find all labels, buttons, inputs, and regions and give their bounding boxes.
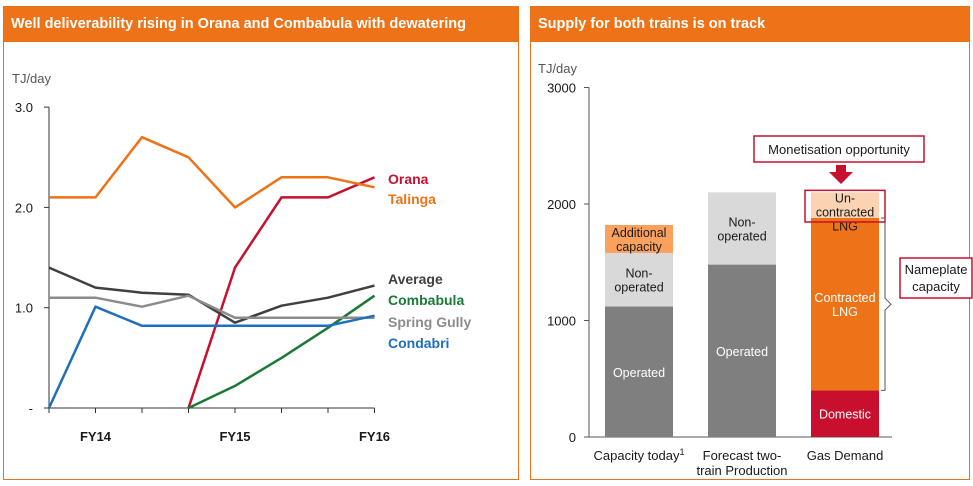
bar-segment-label: Contracted [814,291,875,305]
right-y-tick-label: 2000 [547,197,576,212]
category-label-line2: train Production [696,463,787,478]
uncontracted-highlight-box [804,189,886,223]
left-x-tick-label: FY15 [219,429,250,444]
bar-segment-label: Domestic [819,408,871,422]
right-y-tick-label: 1000 [547,314,576,329]
left-x-tick-label: FY16 [359,429,390,444]
well-deliverability-panel: Well deliverability rising in Orana and … [3,6,519,480]
right-y-tick-label: 0 [569,430,576,445]
bar-segment-label: contracted [816,205,874,219]
nameplate-callout-text: Nameplate [905,262,968,277]
right-y-axis-label: TJ/day [538,61,578,76]
series-line-spring-gully [49,294,375,319]
bar-segment-uncontracted-lng [811,192,879,218]
nameplate-callout-box [899,257,973,299]
left-y-tick-label: 3.0 [15,100,33,115]
left-y-tick-label: - [29,401,33,416]
nameplate-callout-text: capacity [912,279,960,294]
category-label: Capacity today1 [593,447,684,463]
legend-label-average: Average [388,271,443,287]
right-y-tick-label: 3000 [547,81,576,96]
legend-label-spring-gully: Spring Gully [388,314,471,330]
bar-segment-contracted-lng [811,217,879,391]
bar-segment-label: LNG [832,219,858,233]
nameplate-bracket [881,217,892,391]
series-line-talinga [49,135,375,209]
bar-segment-domestic [811,390,879,437]
down-arrow-icon [829,165,853,184]
category-label: Forecast two- [703,448,782,463]
left-chart-title: Well deliverability rising in Orana and … [4,7,518,42]
right-chart-title: Supply for both trains is on track [531,7,969,42]
series-line-condabri [47,305,375,409]
left-y-axis-label: TJ/day [12,71,52,86]
bar-segment-label: capacity [616,240,663,254]
category-label: Gas Demand [807,448,884,463]
left-y-tick-label: 1.0 [15,301,33,316]
bar-segment-label: Operated [613,366,665,380]
monetisation-callout-box [753,135,925,163]
bar-segment-label: Operated [716,345,768,359]
bar-segment-operated [708,264,776,437]
bar-segment-label: operated [717,229,766,243]
legend-label-orana: Orana [388,171,429,187]
legend-label-talinga: Talinga [388,191,436,207]
supply-panel: Supply for both trains is on track [530,6,970,480]
legend-label-combabula: Combabula [388,292,464,308]
bar-segment-label: operated [614,281,663,295]
bar-segment-non-operated [605,252,673,307]
monetisation-callout-text: Monetisation opportunity [768,142,910,157]
bar-segment-label: Additional [612,226,667,240]
bar-segment-label: Non- [625,267,652,281]
bar-segment-operated [605,306,673,437]
bar-segment-additional-capacity [605,224,673,253]
left-y-tick-label: 2.0 [15,200,33,215]
series-line-average [48,266,375,324]
bar-segment-label: Non- [728,215,755,229]
bar-segment-label: Un- [835,191,855,205]
left-x-tick-label: FY14 [80,429,112,444]
bar-segment-label: LNG [832,305,858,319]
bar-segment-non-operated [708,192,776,265]
legend-label-condabri: Condabri [388,335,449,351]
